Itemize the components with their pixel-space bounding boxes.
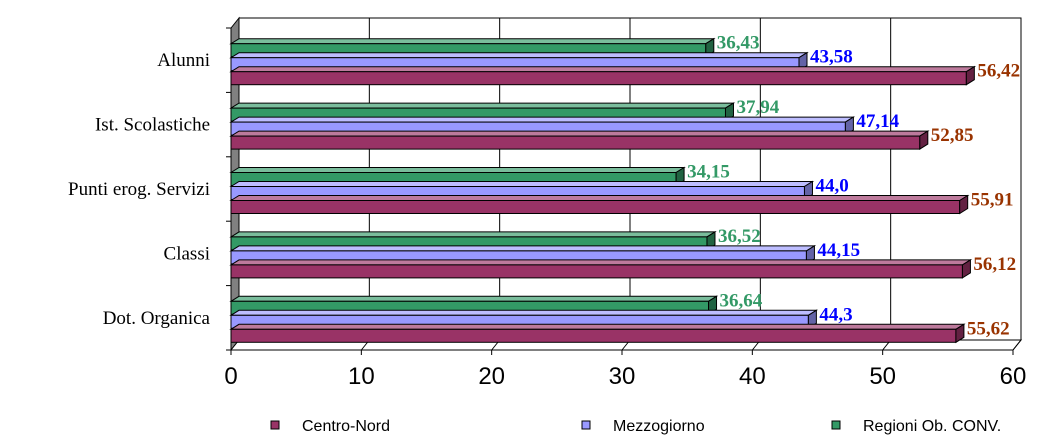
tick-label-30: 30 xyxy=(609,363,636,390)
tick-label-60: 60 xyxy=(1000,363,1027,390)
floor-gridline-60 xyxy=(1012,339,1022,351)
legend-item-centro-nord: Centro-Nord xyxy=(270,418,390,435)
bar-centro-nord-ist-scolastiche xyxy=(229,130,930,151)
category-label-punti-erog-servizi: Punti erog. Servizi xyxy=(68,179,210,200)
data-label-regioni-ob-conv-classi: 36,52 xyxy=(718,226,761,247)
data-label-mezzogiorno-dot-organica: 44,3 xyxy=(819,304,852,325)
legend-swatch-regioni-ob-conv xyxy=(831,420,841,430)
bar-centro-nord-punti-erog-servizi xyxy=(229,194,970,215)
legend-label-regioni-ob-conv: Regioni Ob. CONV. xyxy=(863,418,1001,435)
tick-label-10: 10 xyxy=(348,363,375,390)
category-label-dot-organica: Dot. Organica xyxy=(103,308,211,329)
legend-swatch-mezzogiorno xyxy=(581,420,591,430)
legend-label-mezzogiorno: Mezzogiorno xyxy=(613,418,705,435)
data-label-centro-nord-punti-erog-servizi: 55,91 xyxy=(971,190,1014,211)
category-label-ist-scolastiche: Ist. Scolastiche xyxy=(95,115,210,136)
legend-swatch-centro-nord xyxy=(270,420,280,430)
data-label-mezzogiorno-classi: 44,15 xyxy=(817,240,860,261)
bar-centro-nord-dot-organica xyxy=(229,323,966,344)
data-label-mezzogiorno-punti-erog-servizi: 44,0 xyxy=(815,176,848,197)
data-label-regioni-ob-conv-ist-scolastiche: 37,94 xyxy=(736,97,779,118)
category-label-classi: Classi xyxy=(164,243,210,264)
tick-label-50: 50 xyxy=(869,363,896,390)
legend-item-regioni-ob-conv: Regioni Ob. CONV. xyxy=(831,418,1001,435)
data-label-centro-nord-dot-organica: 55,62 xyxy=(967,318,1010,339)
data-label-regioni-ob-conv-dot-organica: 36,64 xyxy=(720,290,763,311)
category-axis-labels: Alunni Ist. Scolastiche Punti erog. Serviz… xyxy=(68,50,211,329)
chart-bars xyxy=(229,37,977,344)
bar-centro-nord-alunni xyxy=(229,65,977,86)
legend-item-mezzogiorno: Mezzogiorno xyxy=(581,418,705,435)
data-label-centro-nord-classi: 56,12 xyxy=(973,254,1016,275)
tick-label-20: 20 xyxy=(478,363,505,390)
data-label-centro-nord-ist-scolastiche: 52,85 xyxy=(931,125,974,146)
data-label-centro-nord-alunni: 56,42 xyxy=(977,61,1020,82)
category-label-alunni: Alunni xyxy=(157,50,210,71)
tick-label-0: 0 xyxy=(224,363,237,390)
data-label-regioni-ob-conv-punti-erog-servizi: 34,15 xyxy=(687,162,730,183)
data-label-mezzogiorno-ist-scolastiche: 47,14 xyxy=(856,111,899,132)
chart-data-labels: 36,43 43,58 56,42 37,94 47,14 52,85 34,15 44,0 5… xyxy=(687,33,1020,340)
chart-legend: Centro-Nord Mezzogiorno Regioni Ob. CONV. xyxy=(270,418,1001,435)
value-axis-ticks: 0 10 20 30 40 50 60 xyxy=(224,350,1026,390)
bar-centro-nord-classi xyxy=(229,258,973,279)
data-label-mezzogiorno-alunni: 43,58 xyxy=(810,47,853,68)
legend-label-centro-nord: Centro-Nord xyxy=(302,418,390,435)
tick-label-40: 40 xyxy=(739,363,766,390)
data-label-regioni-ob-conv-alunni: 36,43 xyxy=(717,33,760,54)
